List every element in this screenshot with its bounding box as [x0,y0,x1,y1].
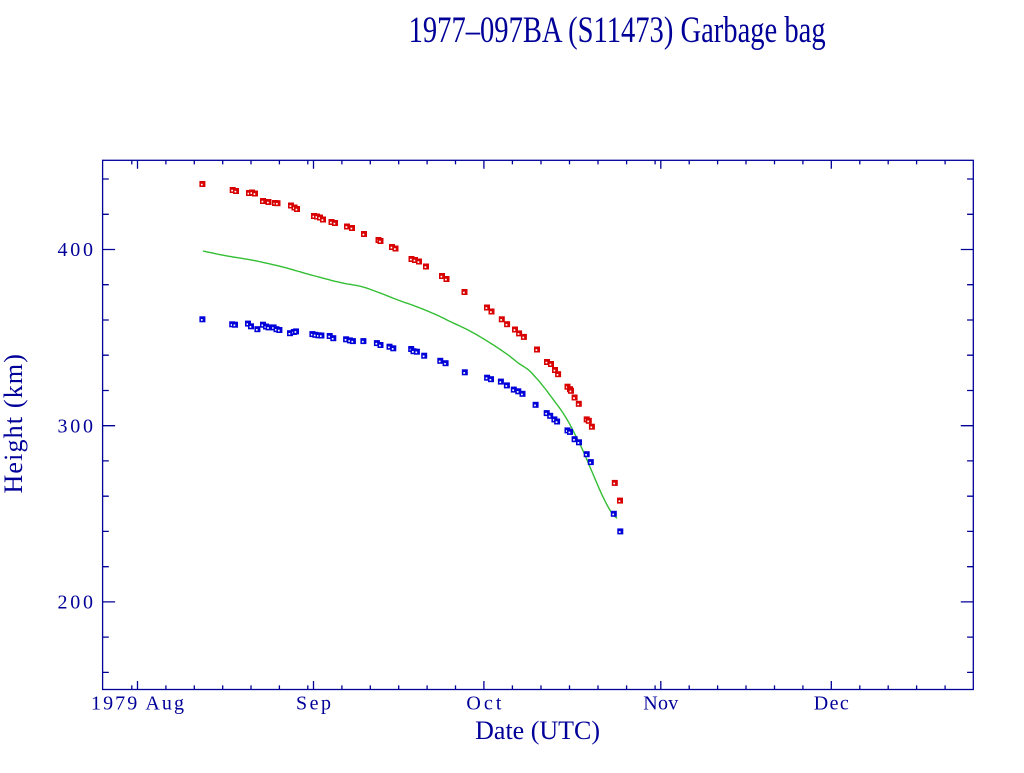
svg-text:1977–097BA (S11473) Garbage ba: 1977–097BA (S11473) Garbage bag [409,10,826,51]
svg-text:Sep: Sep [296,693,331,715]
svg-text:Oct: Oct [466,693,501,715]
svg-text:Date (UTC): Date (UTC) [475,716,600,745]
svg-text:Nov: Nov [643,693,678,715]
svg-text:200: 200 [58,592,94,614]
svg-text:300: 300 [58,415,94,437]
svg-text:Height (km): Height (km) [0,354,28,494]
svg-text:400: 400 [58,239,94,261]
svg-text:Dec: Dec [814,693,849,715]
